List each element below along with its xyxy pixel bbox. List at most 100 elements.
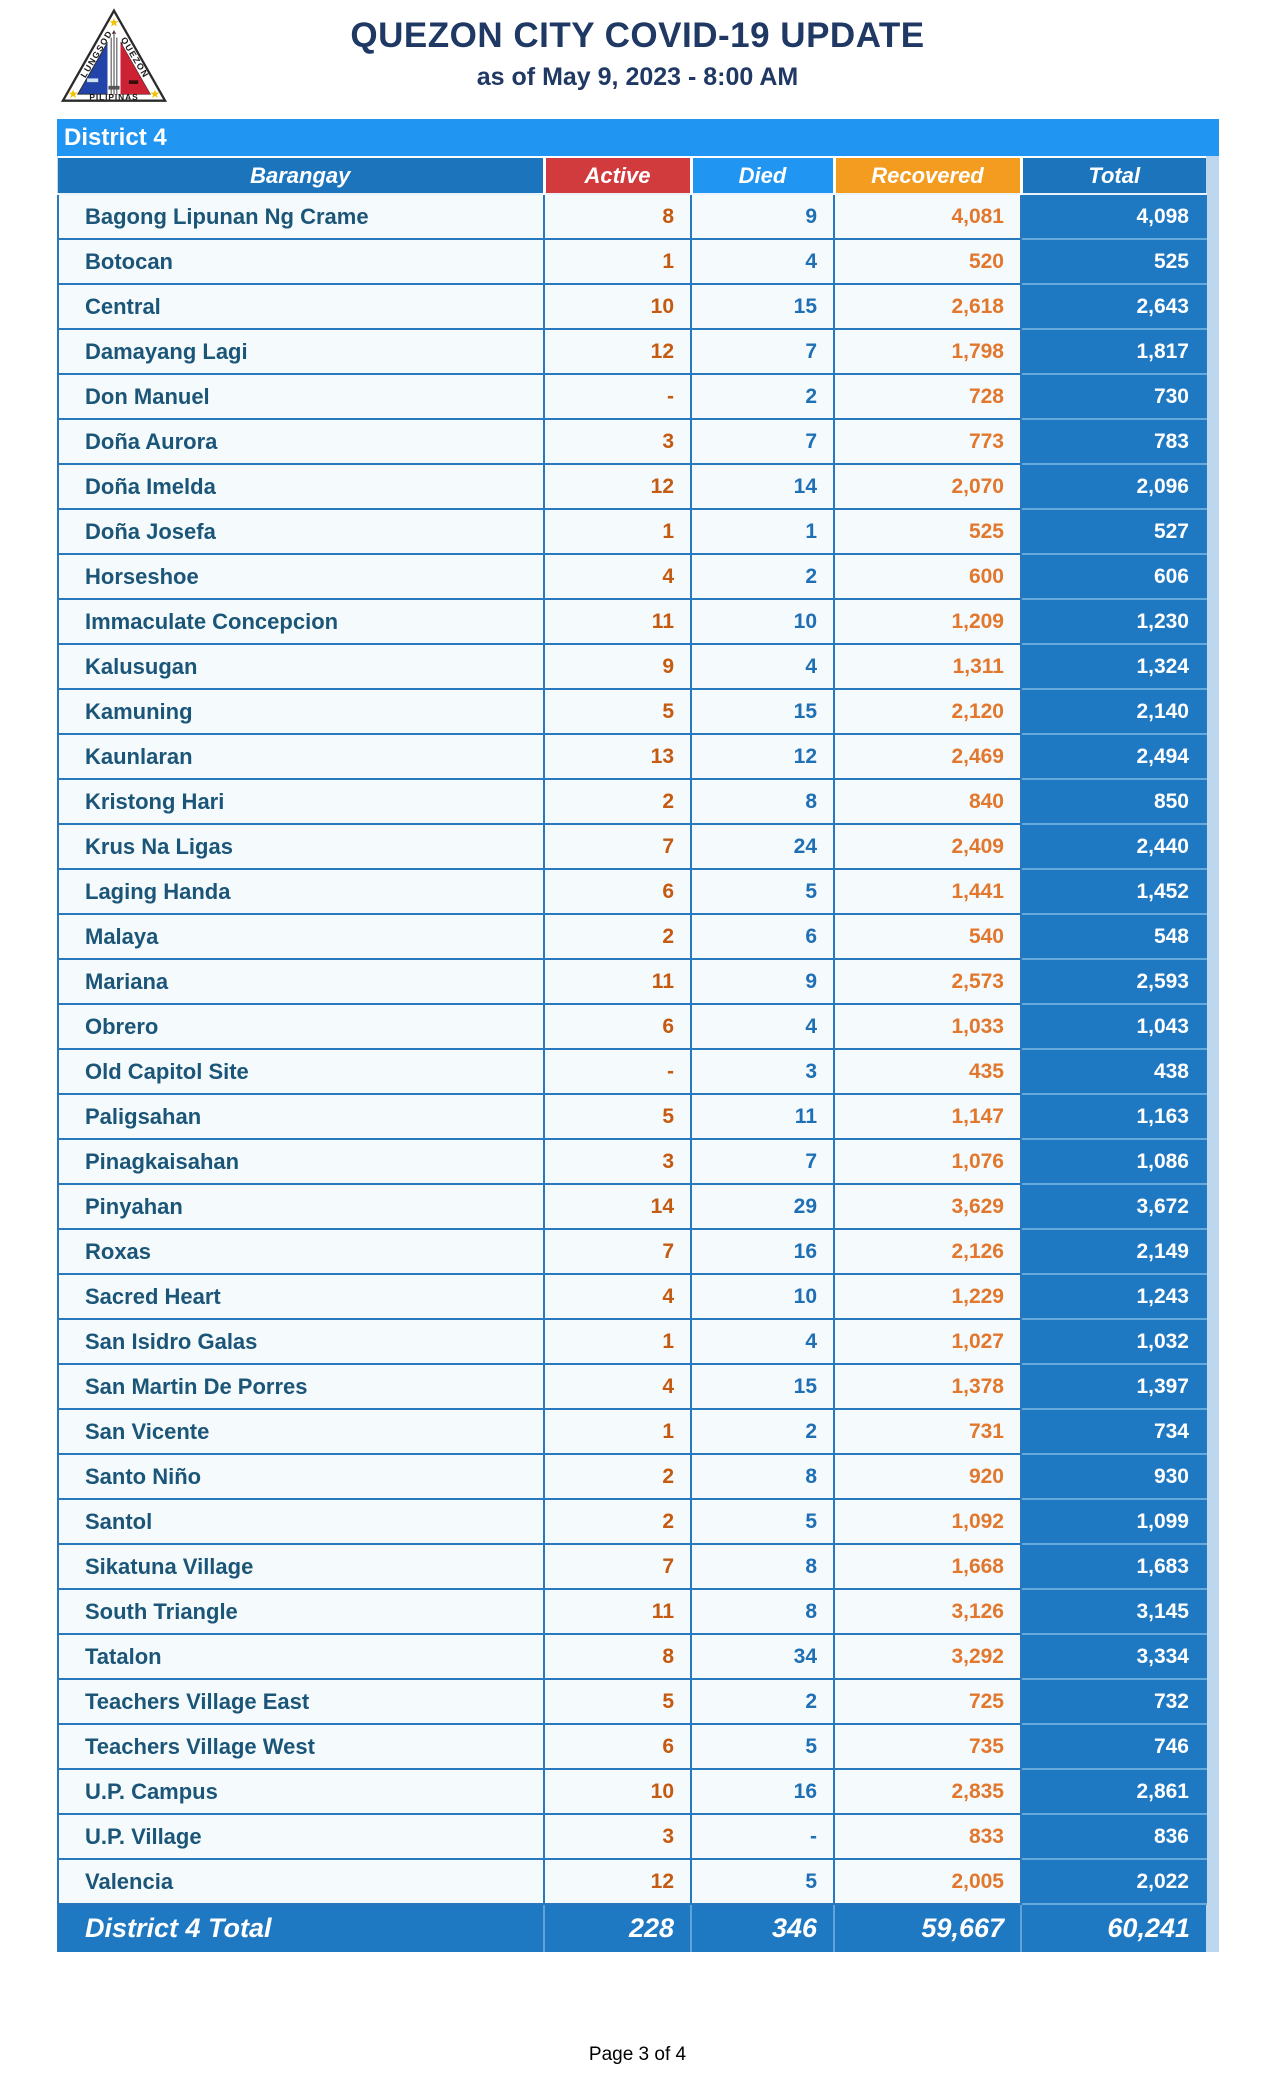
total-cell: 2,861 [1021,1769,1207,1815]
barangay-cell: U.P. Village [57,1814,545,1860]
died-cell: 5 [691,869,835,915]
star-icon: ★ [109,15,120,29]
barangay-cell: Roxas [57,1229,545,1275]
died-cell: 5 [691,1859,835,1905]
table-row: Botocan 1 4 520 525 [57,239,1207,285]
died-cell: 2 [691,1409,835,1455]
died-cell: 7 [691,419,835,465]
barangay-cell: Tatalon [57,1634,545,1680]
recovered-cell: 725 [834,1679,1022,1725]
total-cell: 1,324 [1021,644,1207,690]
active-cell: 1 [544,1319,692,1365]
table-row: Kalusugan 9 4 1,311 1,324 [57,644,1207,690]
active-cell: 11 [544,959,692,1005]
barangay-cell: Pinagkaisahan [57,1139,545,1185]
barangay-cell: Kaunlaran [57,734,545,780]
barangay-cell: San Martin De Porres [57,1364,545,1410]
table-row: Tatalon 8 34 3,292 3,334 [57,1634,1207,1680]
table-head: Barangay Active Died Recovered Total [58,156,1206,195]
total-cell: 2,140 [1021,689,1207,735]
total-cell: 1,397 [1021,1364,1207,1410]
died-cell: 4 [691,644,835,690]
table-row: Pinyahan 14 29 3,629 3,672 [57,1184,1207,1230]
logo-bottom-text: PILIPINAS [89,92,138,102]
died-cell: 6 [691,914,835,960]
district-total-recovered: 59,667 [834,1904,1022,1952]
died-cell: 16 [691,1769,835,1815]
barangay-cell: Bagong Lipunan Ng Crame [57,194,545,240]
recovered-cell: 920 [834,1454,1022,1500]
barangay-cell: Teachers Village West [57,1724,545,1770]
barangay-cell: Central [57,284,545,330]
barangay-cell: Don Manuel [57,374,545,420]
column-header-recovered: Recovered [832,156,1021,195]
died-cell: 16 [691,1229,835,1275]
total-cell: 2,593 [1021,959,1207,1005]
recovered-cell: 4,081 [834,194,1022,240]
table-row: Kristong Hari 2 8 840 850 [57,779,1207,825]
total-cell: 734 [1021,1409,1207,1455]
recovered-cell: 1,798 [834,329,1022,375]
barangay-cell: Kalusugan [57,644,545,690]
barangay-cell: Horseshoe [57,554,545,600]
active-cell: 6 [544,1724,692,1770]
barangay-cell: Botocan [57,239,545,285]
recovered-cell: 1,033 [834,1004,1022,1050]
active-cell: 1 [544,509,692,555]
total-cell: 3,672 [1021,1184,1207,1230]
recovered-cell: 731 [834,1409,1022,1455]
table-row: Damayang Lagi 12 7 1,798 1,817 [57,329,1207,375]
recovered-cell: 1,027 [834,1319,1022,1365]
died-cell: - [691,1814,835,1860]
district-total-died: 346 [691,1904,835,1952]
active-cell: 11 [544,599,692,645]
active-cell: 13 [544,734,692,780]
table-row: San Isidro Galas 1 4 1,027 1,032 [57,1319,1207,1365]
table-row: Obrero 6 4 1,033 1,043 [57,1004,1207,1050]
recovered-cell: 2,005 [834,1859,1022,1905]
barangay-cell: Teachers Village East [57,1679,545,1725]
active-cell: 10 [544,1769,692,1815]
died-cell: 10 [691,599,835,645]
died-cell: 8 [691,1589,835,1635]
barangay-cell: Doña Imelda [57,464,545,510]
recovered-cell: 2,070 [834,464,1022,510]
recovered-cell: 600 [834,554,1022,600]
died-cell: 15 [691,284,835,330]
column-header-barangay: Barangay [58,156,544,195]
table-row: San Martin De Porres 4 15 1,378 1,397 [57,1364,1207,1410]
total-cell: 1,099 [1021,1499,1207,1545]
total-cell: 527 [1021,509,1207,555]
barangay-cell: Paligsahan [57,1094,545,1140]
died-cell: 2 [691,374,835,420]
died-cell: 7 [691,329,835,375]
table-row: Pinagkaisahan 3 7 1,076 1,086 [57,1139,1207,1185]
active-cell: - [544,1049,692,1095]
active-cell: 1 [544,1409,692,1455]
recovered-cell: 540 [834,914,1022,960]
barangay-cell: San Isidro Galas [57,1319,545,1365]
table-row: Krus Na Ligas 7 24 2,409 2,440 [57,824,1207,870]
died-cell: 5 [691,1724,835,1770]
table-row: Kamuning 5 15 2,120 2,140 [57,689,1207,735]
active-cell: 3 [544,1139,692,1185]
table-row: U.P. Village 3-833 836 [57,1814,1207,1860]
died-cell: 34 [691,1634,835,1680]
recovered-cell: 1,311 [834,644,1022,690]
died-cell: 8 [691,779,835,825]
table-row: Valencia 12 5 2,005 2,022 [57,1859,1207,1905]
column-header-row: Barangay Active Died Recovered Total [58,156,1206,195]
recovered-cell: 2,573 [834,959,1022,1005]
recovered-cell: 728 [834,374,1022,420]
barangay-cell: Kamuning [57,689,545,735]
district-total-label: District 4 Total [57,1904,545,1952]
active-cell: 14 [544,1184,692,1230]
died-cell: 9 [691,959,835,1005]
recovered-cell: 2,409 [834,824,1022,870]
barangay-cell: Old Capitol Site [57,1049,545,1095]
active-cell: 12 [544,1859,692,1905]
recovered-cell: 2,120 [834,689,1022,735]
total-cell: 525 [1021,239,1207,285]
barangay-cell: Sacred Heart [57,1274,545,1320]
column-header-active: Active [542,156,691,195]
